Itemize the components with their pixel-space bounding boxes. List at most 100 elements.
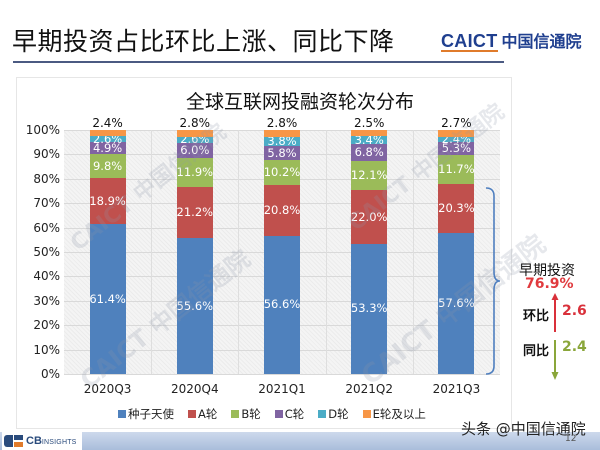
- y-tick-label: 10%: [33, 342, 60, 357]
- slide-title: 早期投资占比环比上涨、同比下降: [12, 27, 395, 56]
- segment-value-label: 2.4%: [441, 132, 471, 147]
- segment-value-label: 10.2%: [263, 165, 301, 180]
- bar-segment: 20.8%: [264, 185, 300, 236]
- legend-swatch-icon: [231, 410, 240, 418]
- segment-value-label: 4.9%: [92, 140, 123, 155]
- y-tick-label: 50%: [33, 245, 60, 259]
- legend-label: B轮: [241, 407, 261, 421]
- legend-swatch-icon: [274, 410, 283, 418]
- bar-segment: 53.3%: [350, 243, 388, 374]
- y-tick-label: 0%: [40, 367, 60, 381]
- y-tick-label: 90%: [33, 147, 60, 162]
- source-watermark: 头条 @中国信通院: [461, 420, 586, 438]
- legend-label: A轮: [198, 407, 218, 421]
- yoy-value: 2.4: [562, 339, 587, 355]
- legend-label: D轮: [328, 407, 349, 421]
- bar-segment: [438, 130, 475, 137]
- stacked-bar-2021Q3: 57.6% 20.3% 11.7% 5.3% 2.4%: [438, 130, 475, 374]
- segment-value-label: 53.3%: [350, 301, 388, 316]
- gridline: [64, 374, 500, 375]
- legend-swatch-icon: [188, 410, 196, 418]
- yoy-label: 同比: [523, 344, 550, 359]
- bar-segment: 11.9%: [177, 157, 213, 187]
- title-divider: [13, 61, 504, 63]
- top-value-label: 2.8%: [179, 116, 211, 130]
- segment-value-label: 11.7%: [438, 162, 475, 177]
- chart-legend: 种子天使 A轮 B轮 C轮 D轮 E轮及以上: [118, 406, 426, 422]
- stacked-bar-2021Q2: 53.3% 22.0% 12.1% 6.8% 3.4%: [350, 129, 388, 374]
- segment-value-label: 6.0%: [180, 142, 210, 157]
- cb-logo-text: CBINSIGHTS: [26, 435, 77, 447]
- segment-value-label: 20.3%: [438, 201, 475, 216]
- bar-segment: 21.2%: [176, 186, 214, 239]
- brand-cn: 中国信通院: [501, 32, 582, 51]
- stacked-bar-2021Q1: 56.6% 20.8% 10.2% 5.8% 3.8%: [264, 130, 300, 374]
- qoq-value: 2.6: [562, 303, 587, 319]
- brand-en: CAICT: [441, 31, 498, 52]
- segment-value-label: 56.6%: [263, 297, 301, 312]
- bar-segment: 2.6%: [176, 132, 213, 147]
- legend-item: C轮: [274, 406, 305, 422]
- bar-segment: 61.4%: [89, 224, 126, 374]
- y-tick-label: 30%: [33, 293, 60, 308]
- bar-segment: 12.1%: [350, 160, 388, 191]
- segment-value-label: 18.9%: [89, 193, 126, 208]
- segment-value-label: 22.0%: [350, 209, 388, 224]
- segment-value-label: 2.6%: [180, 132, 210, 147]
- segment-value-label: 5.8%: [267, 145, 297, 160]
- legend-swatch-icon: [118, 410, 126, 418]
- gridline: [238, 130, 240, 374]
- top-value-label: 2.8%: [266, 116, 298, 130]
- x-tick-label: 2020Q4: [170, 382, 219, 396]
- y-tick-label: 70%: [33, 196, 60, 211]
- y-tick-label: 60%: [33, 220, 60, 235]
- x-tick-label: 2021Q3: [432, 382, 481, 396]
- top-value-label: 2.7%: [441, 116, 472, 130]
- legend-label: C轮: [284, 407, 305, 421]
- top-value-label: 2.5%: [353, 116, 385, 130]
- gridline: [412, 130, 414, 374]
- segment-value-label: 57.6%: [438, 296, 475, 311]
- bar-segment: 11.7%: [438, 155, 475, 184]
- segment-value-label: 21.2%: [176, 204, 214, 219]
- bar-segment: 2.4%: [438, 132, 475, 147]
- page-number: 12: [565, 434, 577, 444]
- footer-band: [0, 432, 600, 450]
- change-arrows-icon: [551, 293, 559, 380]
- bar-segment: 6.8%: [351, 144, 388, 161]
- y-tick-label: 80%: [33, 171, 60, 186]
- bar-segment: [176, 129, 213, 137]
- segment-value-label: 3.4%: [354, 132, 384, 147]
- bar-segment: [89, 130, 126, 136]
- y-tick-label: 20%: [33, 318, 60, 333]
- bar-segment: 57.6%: [438, 233, 475, 374]
- bar-segment: 3.8%: [264, 134, 300, 149]
- segment-value-label: 3.8%: [267, 134, 297, 149]
- x-tick-label: 2020Q3: [83, 382, 132, 396]
- segment-value-label: 2.6%: [92, 131, 123, 146]
- segment-value-label: 55.6%: [176, 298, 214, 313]
- bar-segment: 5.8%: [264, 145, 300, 161]
- bar-segment: [264, 130, 300, 137]
- segment-value-label: 9.8%: [92, 158, 123, 173]
- legend-label: E轮及以上: [372, 407, 426, 421]
- bar-segment: [351, 129, 388, 136]
- bar-segment: 56.6%: [263, 235, 301, 374]
- legend-item: B轮: [231, 406, 261, 422]
- legend-item: A轮: [188, 406, 217, 422]
- bar-segment: 9.8%: [89, 154, 126, 179]
- segment-value-label: 12.1%: [350, 168, 388, 183]
- segment-value-label: 5.3%: [441, 141, 471, 156]
- legend-swatch-icon: [318, 410, 327, 418]
- qoq-label: 环比: [523, 309, 550, 324]
- x-tick-label: 2021Q2: [345, 382, 393, 396]
- stacked-bar-2020Q4: 55.6% 21.2% 11.9% 6.0% 2.6%: [176, 129, 214, 374]
- cb-insights-logo: CBINSIGHTS: [2, 432, 82, 450]
- y-tick-label: 40%: [33, 269, 60, 284]
- bar-segment: 5.3%: [438, 141, 475, 156]
- early-investment-label: 早期投资: [519, 263, 575, 279]
- brace-icon: [486, 187, 500, 375]
- bar-segment: 3.4%: [351, 132, 388, 147]
- bar-segment: 2.6%: [89, 131, 126, 146]
- legend-item: D轮: [318, 406, 349, 422]
